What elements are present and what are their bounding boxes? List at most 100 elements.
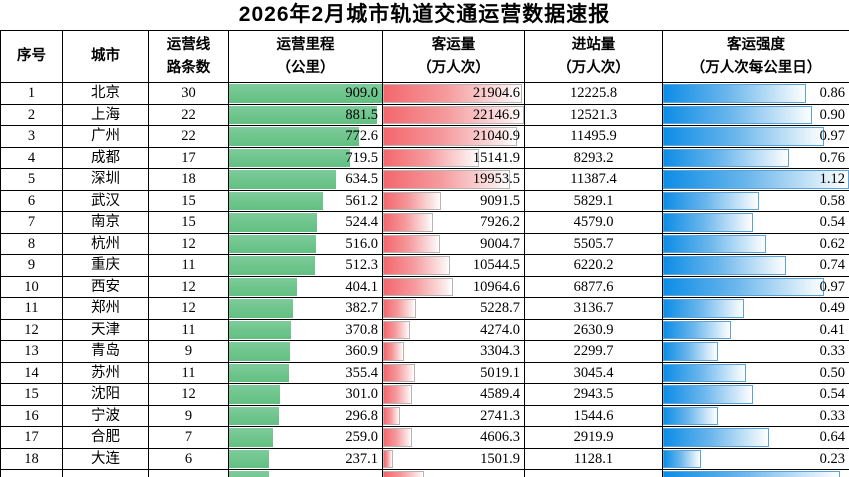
- col-header-city: 城市: [62, 30, 149, 83]
- mileage-cell-value: 301.0: [345, 386, 378, 402]
- city-cell: 合肥: [62, 426, 149, 449]
- intensity-bar: [663, 191, 760, 210]
- lines-cell: 11: [148, 318, 229, 341]
- intensity-cell-value: 0.90: [819, 106, 845, 123]
- entries-cell: 8293.2: [524, 146, 663, 169]
- passengers-cell-value: 7926.2: [480, 214, 520, 230]
- mileage-cell: 370.8: [228, 318, 383, 341]
- table-row: 13 青岛 9 360.9 3304.3 2299.7 0.33: [0, 340, 849, 363]
- mileage-cell-value: 237.1: [345, 450, 378, 467]
- seq-cell: 10: [0, 275, 63, 298]
- city-cell: 杭州: [62, 232, 149, 255]
- passengers-bar: [383, 471, 424, 477]
- passengers-cell: 4274.0: [382, 318, 525, 341]
- entries-cell: 1544.6: [524, 404, 663, 427]
- col-header-mileage: 运营里程 （公里）: [228, 30, 383, 83]
- lines-cell: 22: [148, 103, 229, 126]
- table-row: 4 成都 17 719.5 15141.9 8293.2 0.76: [0, 146, 849, 169]
- entries-cell: 12225.8: [524, 82, 663, 105]
- mileage-bar: [229, 299, 294, 318]
- passengers-cell: 10544.5: [382, 254, 525, 277]
- mileage-cell: 909.0: [228, 82, 383, 105]
- seq-cell: [0, 469, 63, 477]
- header-row: 序号 城市 运营线 路条数 运营里程 （公里） 客运量 （万人次） 进站量 （万…: [0, 30, 849, 83]
- passengers-bar: [383, 105, 524, 124]
- seq-cell: 11: [0, 297, 63, 320]
- lines-cell: 6: [148, 447, 229, 470]
- table-row: 1 北京 30 909.0 21904.6 12225.8 0.86: [0, 82, 849, 105]
- mileage-cell-value: 355.4: [345, 364, 378, 381]
- intensity-bar: [663, 320, 732, 339]
- city-cell: [62, 469, 149, 477]
- passengers-bar: [383, 256, 451, 275]
- city-cell: 成都: [62, 146, 149, 169]
- col-header-seq: 序号: [0, 30, 63, 83]
- intensity-bar: [663, 148, 790, 167]
- passengers-cell-value: 5019.1: [480, 364, 520, 381]
- passengers-bar: [383, 320, 411, 339]
- intensity-bar: [663, 84, 806, 103]
- entries-cell: 11495.9: [524, 125, 663, 148]
- city-cell: 深圳: [62, 168, 149, 191]
- city-cell: 西安: [62, 275, 149, 298]
- table-row: 16 宁波 9 296.8 2741.3 1544.6 0.33: [0, 404, 849, 427]
- passengers-cell: 19953.5: [382, 168, 525, 191]
- mileage-cell: 634.5: [228, 168, 383, 191]
- city-cell: 南京: [62, 211, 149, 234]
- mileage-cell-value: 719.5: [345, 149, 378, 166]
- entries-cell: 2630.9: [524, 318, 663, 341]
- passengers-cell-value: 4274.0: [480, 321, 520, 338]
- passengers-bar: [383, 277, 453, 296]
- lines-cell: [148, 469, 229, 477]
- intensity-cell: 0.33: [662, 404, 849, 427]
- passengers-cell-value: 3304.3: [480, 343, 520, 359]
- city-cell: 苏州: [62, 361, 149, 384]
- intensity-cell: 0.86: [662, 82, 849, 105]
- passengers-cell-value: 10544.5: [472, 257, 520, 273]
- mileage-bar: [229, 320, 292, 339]
- entries-cell: 1128.1: [524, 447, 663, 470]
- mileage-cell: 355.4: [228, 361, 383, 384]
- mileage-cell-value: 382.7: [345, 300, 378, 316]
- partial-table-row: [0, 469, 849, 477]
- lines-cell: 12: [148, 383, 229, 406]
- intensity-cell: 0.23: [662, 447, 849, 470]
- city-cell: 上海: [62, 103, 149, 126]
- lines-cell: 9: [148, 340, 229, 363]
- city-cell: 天津: [62, 318, 149, 341]
- intensity-cell-value: 0.58: [819, 192, 845, 209]
- intensity-cell: 0.54: [662, 211, 849, 234]
- intensity-cell-value: 0.54: [819, 386, 845, 402]
- mileage-bar: [229, 170, 336, 189]
- seq-cell: 3: [0, 125, 63, 148]
- entries-cell: 5505.7: [524, 232, 663, 255]
- intensity-cell-value: 0.54: [819, 214, 845, 230]
- table-row: 14 苏州 11 355.4 5019.1 3045.4 0.50: [0, 361, 849, 384]
- passengers-cell: 7926.2: [382, 211, 525, 234]
- intensity-cell: 0.54: [662, 383, 849, 406]
- mileage-bar: [229, 191, 324, 210]
- intensity-cell-value: 0.97: [819, 128, 845, 144]
- lines-cell: 12: [148, 232, 229, 255]
- seq-cell: 2: [0, 103, 63, 126]
- mileage-bar: [229, 148, 351, 167]
- lines-cell: 15: [148, 211, 229, 234]
- passengers-bar: [383, 148, 480, 167]
- passengers-cell: [382, 469, 525, 477]
- lines-cell: 11: [148, 254, 229, 277]
- intensity-cell-value: 1.12: [819, 171, 845, 187]
- entries-cell: 3136.7: [524, 297, 663, 320]
- transit-data-table: 序号 城市 运营线 路条数 运营里程 （公里） 客运量 （万人次） 进站量 （万…: [0, 30, 849, 477]
- intensity-cell-value: 0.33: [819, 343, 845, 359]
- seq-cell: 6: [0, 189, 63, 212]
- city-cell: 重庆: [62, 254, 149, 277]
- passengers-cell-value: 2741.3: [480, 407, 520, 424]
- passengers-cell: 9004.7: [382, 232, 525, 255]
- mileage-cell: 259.0: [228, 426, 383, 449]
- intensity-cell: 0.50: [662, 361, 849, 384]
- lines-cell: 18: [148, 168, 229, 191]
- passengers-cell-value: 4589.4: [480, 386, 520, 402]
- intensity-cell-value: 0.86: [819, 85, 845, 101]
- passengers-cell-value: 19953.5: [472, 171, 520, 187]
- passengers-bar: [383, 191, 441, 210]
